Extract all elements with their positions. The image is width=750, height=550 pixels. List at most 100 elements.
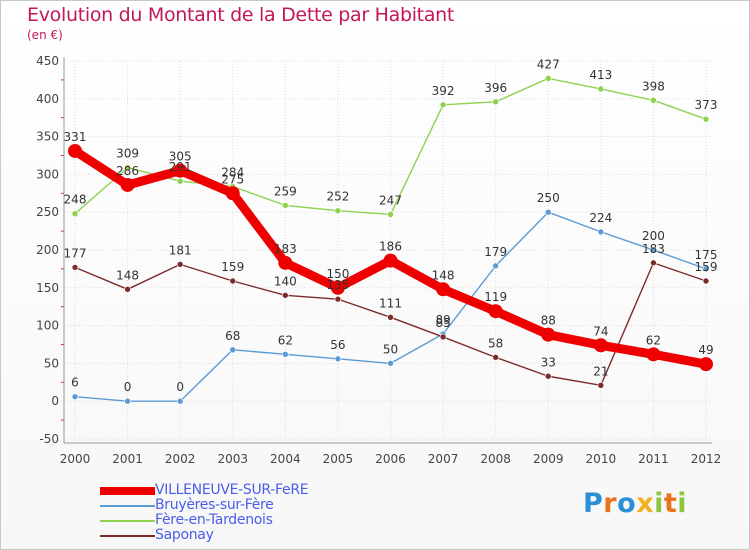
data-label: 62	[278, 333, 293, 347]
data-point	[334, 295, 342, 303]
y-tick-label: 450	[36, 54, 59, 68]
data-label: 331	[64, 130, 87, 144]
data-label: 135	[326, 278, 349, 292]
data-point	[702, 265, 710, 273]
data-point	[229, 346, 237, 354]
data-label: 58	[488, 336, 503, 350]
data-point	[387, 211, 394, 218]
y-tick-label: 100	[36, 319, 59, 333]
data-point	[488, 304, 503, 319]
y-tick-label: 200	[36, 243, 59, 257]
data-label: 88	[541, 314, 556, 328]
data-point	[646, 347, 661, 362]
legend-label: Saponay	[155, 527, 214, 543]
x-tick-label: 2001	[112, 452, 143, 466]
data-point	[544, 75, 552, 82]
data-label: 373	[695, 98, 718, 112]
data-label: 248	[64, 193, 87, 207]
logo-letter: P	[583, 488, 604, 519]
data-label: 119	[484, 290, 507, 304]
data-point	[702, 277, 710, 285]
data-point	[334, 355, 342, 363]
data-point	[334, 207, 342, 214]
logo-letter: i	[677, 488, 688, 519]
data-point	[71, 210, 79, 218]
data-label: 111	[379, 296, 402, 310]
data-label: 21	[593, 364, 608, 378]
data-point	[68, 143, 82, 158]
data-point	[173, 163, 188, 178]
data-label: 140	[274, 274, 297, 288]
data-point	[650, 259, 657, 267]
data-point	[383, 253, 398, 268]
legend-swatch	[100, 519, 155, 522]
data-label: 56	[330, 338, 345, 352]
data-label: 50	[383, 342, 398, 356]
data-label: 392	[432, 84, 455, 98]
data-point	[124, 397, 131, 405]
x-tick-label: 2004	[270, 452, 301, 466]
legend-label: Fère-en-Tardenois	[155, 512, 273, 528]
data-point	[282, 351, 289, 358]
data-point	[492, 262, 499, 270]
data-label: 286	[116, 164, 139, 178]
data-label: 62	[646, 333, 661, 347]
data-label: 309	[116, 147, 139, 161]
data-point	[436, 282, 451, 297]
data-label: 224	[589, 211, 612, 225]
data-label: 179	[484, 245, 507, 259]
data-point	[124, 164, 131, 171]
logo-letter: o	[617, 488, 637, 519]
data-label: 85	[435, 316, 450, 330]
data-label: 200	[642, 229, 665, 243]
data-point	[282, 292, 289, 299]
y-tick-label: 50	[44, 356, 59, 370]
y-tick-label: -50	[39, 432, 59, 446]
data-point	[120, 177, 135, 192]
data-label: 427	[537, 57, 560, 71]
logo-letter: r	[603, 488, 618, 519]
data-point	[492, 98, 499, 106]
data-point	[544, 372, 552, 380]
data-label: 291	[169, 160, 192, 174]
data-label: 398	[642, 79, 665, 93]
x-tick-label: 2006	[375, 452, 406, 466]
data-point	[702, 115, 710, 123]
x-tick-label: 2011	[638, 452, 669, 466]
data-label: 252	[326, 190, 349, 204]
data-point	[650, 97, 657, 104]
data-label: 150	[326, 267, 349, 281]
x-tick-label: 2007	[428, 452, 459, 466]
logo-letter: t	[663, 488, 678, 519]
data-point	[541, 327, 556, 342]
data-point	[597, 228, 605, 236]
data-point	[282, 202, 289, 209]
data-label: 175	[695, 248, 718, 262]
data-label: 181	[169, 243, 192, 257]
data-label: 275	[221, 172, 244, 186]
y-tick-label: 350	[36, 130, 59, 144]
data-label: 186	[379, 240, 402, 254]
data-label: 305	[169, 150, 192, 164]
data-label: 33	[541, 355, 556, 369]
data-label: 159	[695, 260, 718, 274]
legend-swatch	[100, 534, 155, 537]
data-label: 183	[274, 242, 297, 256]
data-label: 148	[116, 268, 139, 282]
x-tick-label: 2000	[60, 452, 91, 466]
x-tick-label: 2012	[691, 452, 722, 466]
legend-swatch	[100, 504, 155, 507]
data-label: 413	[589, 68, 612, 82]
x-tick-label: 2005	[323, 452, 354, 466]
data-label: 247	[379, 193, 402, 207]
y-tick-label: 0	[51, 394, 59, 408]
data-point	[330, 280, 345, 295]
y-tick-label: 300	[36, 167, 59, 181]
x-tick-label: 2008	[480, 452, 511, 466]
data-label: 183	[642, 242, 665, 256]
data-point	[71, 264, 79, 271]
logo-letter: x	[636, 488, 655, 519]
y-tick-label: 250	[36, 205, 59, 219]
